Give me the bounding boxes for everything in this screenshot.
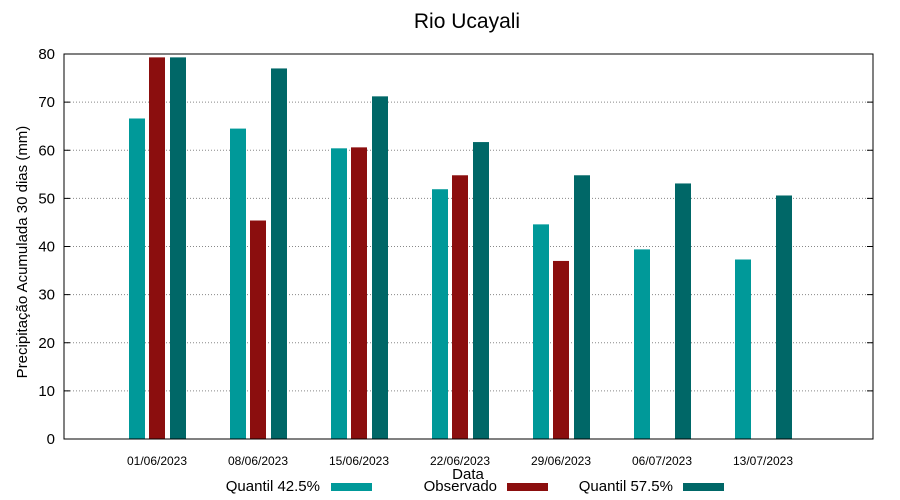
bar <box>230 128 246 439</box>
legend-label: Quantil 42.5% <box>226 478 320 495</box>
y-tick-label: 50 <box>38 190 55 207</box>
y-tick-label: 0 <box>47 431 55 448</box>
legend-swatch <box>683 483 724 491</box>
x-ticks: 01/06/2023 08/06/2023 15/06/2023 22/06/2023… <box>127 454 793 468</box>
legend-label: Quantil 57.5% <box>579 478 673 495</box>
y-ticks: 0 10 20 30 40 50 60 70 80 <box>38 46 873 448</box>
bar <box>331 148 347 439</box>
x-axis-label: Data <box>452 466 484 483</box>
bar <box>129 118 145 440</box>
bar <box>149 57 165 440</box>
bar <box>776 195 792 439</box>
bar <box>553 260 569 439</box>
bar <box>351 147 367 440</box>
legend-swatch <box>507 483 548 491</box>
legend: Quantil 42.5% Observado Quantil 57.5% <box>226 478 724 495</box>
y-tick-label: 10 <box>38 383 55 400</box>
y-tick-label: 30 <box>38 287 55 304</box>
y-tick-label: 20 <box>38 335 55 352</box>
x-tick-label: 13/07/2023 <box>733 454 793 468</box>
bar <box>250 220 266 439</box>
x-tick-label: 22/06/2023 <box>430 454 490 468</box>
bar <box>634 249 650 439</box>
bar <box>271 68 287 439</box>
x-tick-label: 01/06/2023 <box>127 454 187 468</box>
bar <box>675 183 691 439</box>
y-axis-label: Precipitação Acumulada 30 dias (mm) <box>14 126 31 379</box>
bar <box>533 224 549 439</box>
y-tick-label: 80 <box>38 46 55 63</box>
legend-swatch <box>331 483 372 491</box>
bar <box>574 175 590 439</box>
legend-label: Observado <box>424 478 497 495</box>
bar <box>432 189 448 439</box>
bar <box>170 57 186 440</box>
y-tick-label: 60 <box>38 142 55 159</box>
x-tick-label: 15/06/2023 <box>329 454 389 468</box>
bars <box>129 57 792 440</box>
bar <box>735 259 751 439</box>
bar <box>473 142 489 439</box>
x-tick-label: 08/06/2023 <box>228 454 288 468</box>
x-tick-label: 06/07/2023 <box>632 454 692 468</box>
y-tick-label: 40 <box>38 239 55 256</box>
y-tick-label: 70 <box>38 94 55 111</box>
chart-title: Rio Ucayali <box>414 10 520 33</box>
bar <box>372 96 388 439</box>
bar <box>452 175 468 439</box>
x-tick-label: 29/06/2023 <box>531 454 591 468</box>
